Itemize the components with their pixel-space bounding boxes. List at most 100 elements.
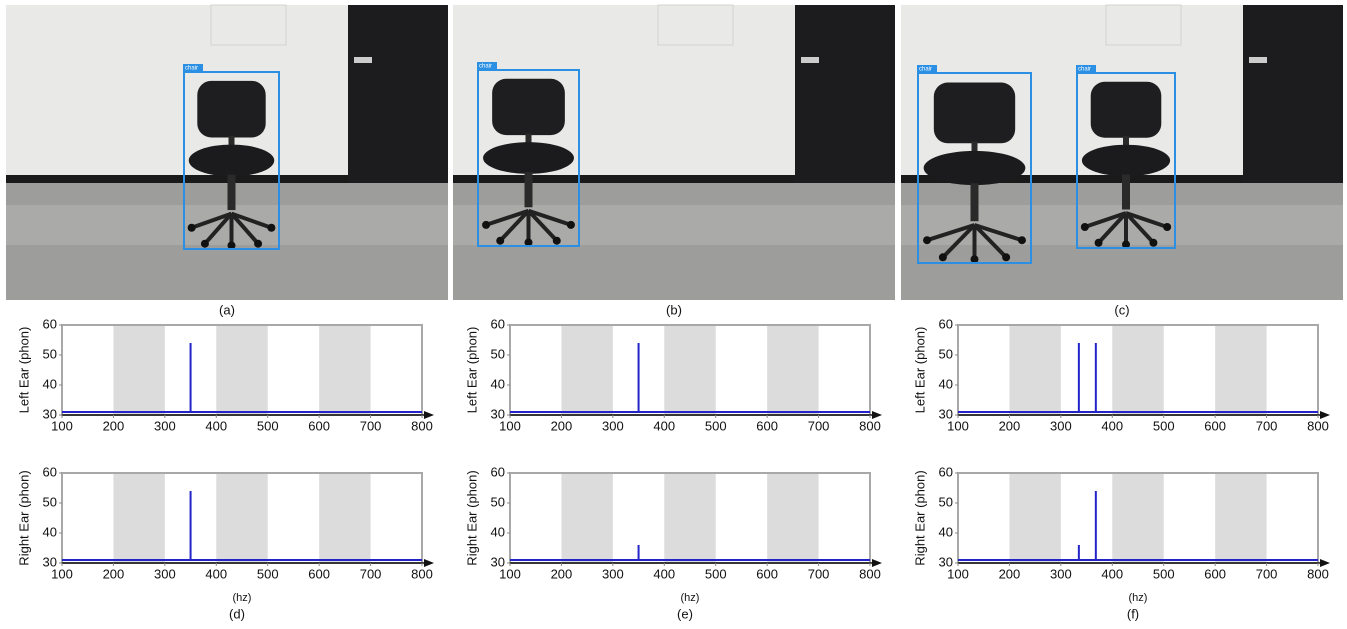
door-handle xyxy=(354,57,372,63)
x-tick-label: 200 xyxy=(999,418,1021,433)
photo: chair xyxy=(6,5,448,300)
y-tick-label: 40 xyxy=(939,376,953,391)
x-tick-label: 200 xyxy=(103,418,125,433)
y-tick-label: 40 xyxy=(491,524,505,539)
y-axis-label: Left Ear (phon) xyxy=(16,327,31,414)
y-tick-label: 50 xyxy=(491,494,505,509)
x-tick-label: 800 xyxy=(859,566,881,581)
chair-seat xyxy=(189,145,275,177)
x-tick-label: 800 xyxy=(1307,566,1329,581)
chair-wheel xyxy=(567,221,575,229)
chair-back xyxy=(197,81,265,138)
shaded-band xyxy=(1215,473,1266,563)
x-tick-label: 300 xyxy=(154,418,176,433)
y-axis-label: Left Ear (phon) xyxy=(464,327,479,414)
photo: chair xyxy=(453,5,895,300)
x-tick-label: 300 xyxy=(1050,566,1072,581)
shaded-band xyxy=(561,473,612,563)
y-axis-label: Left Ear (phon) xyxy=(912,327,927,414)
figure: chair(a)chair(b)chairchair(c)30405060100… xyxy=(0,0,1347,629)
x-tick-label: 600 xyxy=(308,566,330,581)
x-tick-label: 800 xyxy=(411,418,433,433)
x-tick-label: 100 xyxy=(51,566,73,581)
shaded-band xyxy=(319,325,370,415)
shaded-band xyxy=(1009,325,1060,415)
x-tick-label: 400 xyxy=(653,418,675,433)
y-tick-label: 50 xyxy=(43,346,57,361)
x-tick-label: 800 xyxy=(411,566,433,581)
x-tick-label: 400 xyxy=(1101,418,1123,433)
floor-sheen xyxy=(6,205,448,245)
x-tick-label: 100 xyxy=(947,566,969,581)
chair-seat xyxy=(924,151,1026,185)
chair-seat xyxy=(1082,145,1170,177)
shaded-band xyxy=(767,325,818,415)
y-tick-label: 60 xyxy=(491,316,505,331)
x-tick-label: 700 xyxy=(360,566,382,581)
shaded-band xyxy=(664,473,715,563)
chart-caption: (d) xyxy=(229,606,245,621)
x-tick-label: 700 xyxy=(1256,566,1278,581)
chair-back xyxy=(1091,82,1162,138)
x-tick-label: 700 xyxy=(808,418,830,433)
x-tick-label: 800 xyxy=(1307,418,1329,433)
y-axis-label: Right Ear (phon) xyxy=(464,470,479,565)
y-tick-label: 60 xyxy=(491,464,505,479)
chair-wheel xyxy=(1149,239,1157,247)
door xyxy=(1243,5,1343,183)
chair-wheel xyxy=(923,236,931,244)
y-tick-label: 60 xyxy=(43,316,57,331)
shaded-band xyxy=(1112,473,1163,563)
floor-sheen xyxy=(901,205,1343,245)
chart: 30405060100200300400500600700800Right Ea… xyxy=(16,464,434,621)
shaded-band xyxy=(216,473,267,563)
chair-stem xyxy=(228,175,236,210)
photo-caption: (b) xyxy=(666,302,682,317)
x-tick-label: 500 xyxy=(257,566,279,581)
y-axis-label: Right Ear (phon) xyxy=(16,470,31,565)
chair-wheel xyxy=(1018,236,1026,244)
shaded-band xyxy=(113,473,164,563)
photo-caption: (a) xyxy=(219,302,235,317)
box-label: chair xyxy=(919,67,932,73)
x-tick-label: 300 xyxy=(602,566,624,581)
y-tick-label: 50 xyxy=(939,494,953,509)
x-tick-label: 500 xyxy=(1153,566,1175,581)
door xyxy=(348,5,448,183)
photo: chair chair xyxy=(901,5,1343,300)
x-tick-label: 300 xyxy=(602,418,624,433)
x-tick-label: 200 xyxy=(551,418,573,433)
x-axis-label: (hz) xyxy=(681,592,700,604)
x-tick-label: 300 xyxy=(1050,418,1072,433)
floor-sheen xyxy=(453,205,895,245)
box-label: chair xyxy=(479,64,492,70)
shaded-band xyxy=(319,473,370,563)
x-tick-label: 100 xyxy=(499,418,521,433)
chair-wheel xyxy=(482,221,490,229)
chart: 30405060100200300400500600700800Left Ear… xyxy=(912,316,1330,433)
x-axis-label: (hz) xyxy=(1129,592,1148,604)
chair-wheel xyxy=(939,253,947,261)
x-tick-label: 100 xyxy=(499,566,521,581)
chair-wheel xyxy=(496,237,504,245)
chair-wheel xyxy=(201,240,209,248)
chair-wheel xyxy=(1163,223,1171,231)
y-tick-label: 50 xyxy=(491,346,505,361)
x-tick-label: 200 xyxy=(551,566,573,581)
y-tick-label: 60 xyxy=(939,464,953,479)
y-tick-label: 40 xyxy=(939,524,953,539)
chair-wheel xyxy=(267,224,275,232)
y-tick-label: 50 xyxy=(939,346,953,361)
x-tick-label: 400 xyxy=(653,566,675,581)
box-label: chair xyxy=(1078,67,1091,73)
chair-stem xyxy=(1122,175,1130,210)
x-tick-label: 500 xyxy=(705,566,727,581)
x-tick-label: 300 xyxy=(154,566,176,581)
page: chair(a)chair(b)chairchair(c)30405060100… xyxy=(0,0,1347,629)
x-tick-label: 400 xyxy=(1101,566,1123,581)
x-axis-label: (hz) xyxy=(233,592,252,604)
x-tick-label: 400 xyxy=(205,566,227,581)
chair-back xyxy=(492,79,565,135)
chair-wheel xyxy=(553,237,561,245)
